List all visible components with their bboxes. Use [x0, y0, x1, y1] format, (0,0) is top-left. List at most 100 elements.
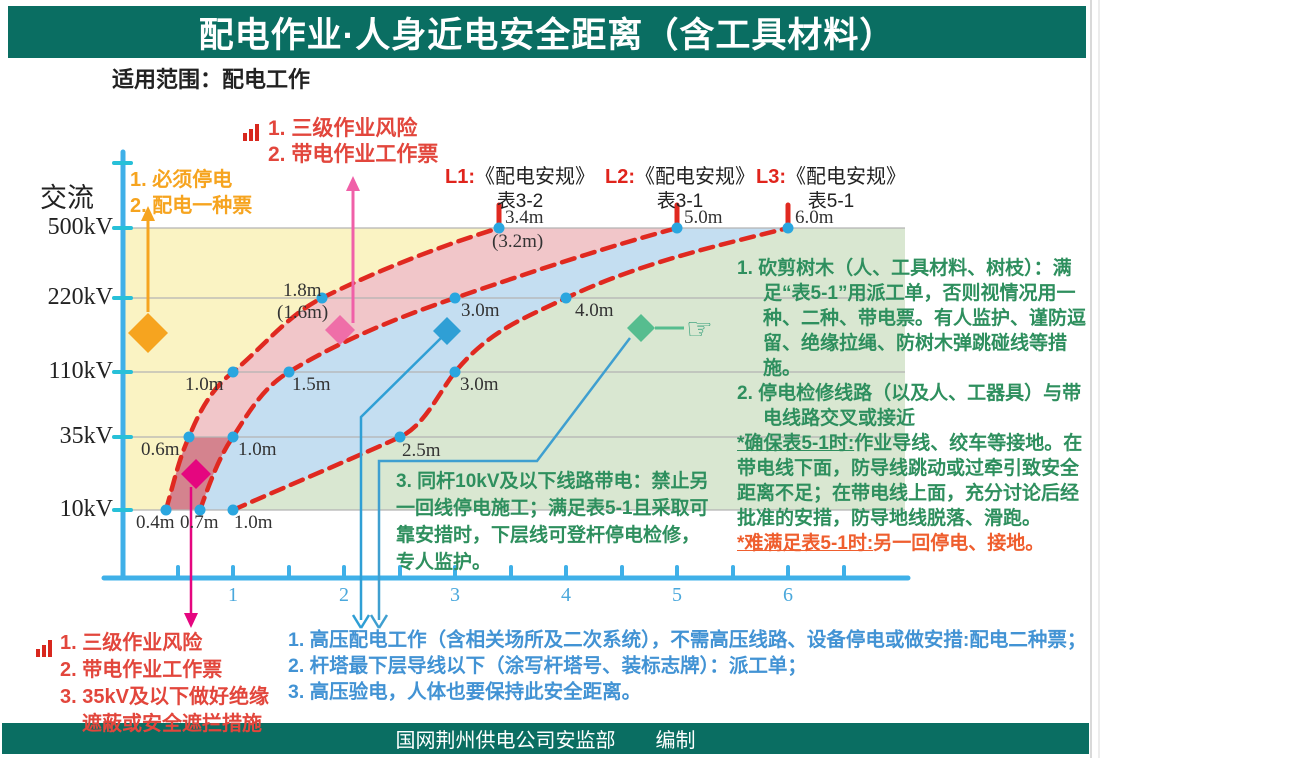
slide-edge-line — [1098, 0, 1100, 758]
pink-arrowhead — [346, 176, 360, 191]
value-label-L1-10kv: 0.4m — [136, 512, 175, 533]
pointing-hand-icon: ☞ — [686, 313, 713, 346]
note-live-work-risk-top: 1. 三级作业风险 2. 带电作业工作票 — [268, 116, 438, 168]
orange-arrowhead — [141, 206, 155, 221]
diamond-markers — [128, 313, 655, 489]
value-label-L1-500kv-paren: (3.2m) — [492, 231, 544, 252]
y-axis-unit-label: 交流 — [40, 183, 94, 213]
magenta-diamond-marker — [181, 459, 211, 489]
note-line: 1. 三级作业风险 — [268, 117, 418, 140]
green-ensure-text: 作业导线、绞车等接地。在带电线下面，防导线跳动或过牵引致安全距离不足；在带电线上… — [737, 433, 1083, 529]
pink-diamond-marker — [325, 315, 355, 345]
risk-bar-chart-icon — [36, 640, 52, 657]
legend-L1: L1:《配电安规》 表3-2 — [435, 166, 605, 213]
data-points — [160, 222, 794, 516]
y-tick-110kv: 110kV — [48, 358, 113, 384]
value-label-L1-220kv-paren: (1.6m) — [277, 302, 329, 323]
curve-L3 — [230, 225, 791, 513]
legend-L1-table: 表3-2 — [496, 191, 544, 212]
note-line: 3. 35kV及以下做好绝缘 — [60, 686, 269, 708]
zone-no-poweroff-work — [200, 228, 788, 510]
x-tick-5: 5 — [672, 584, 682, 606]
x-tick-3: 3 — [450, 584, 460, 606]
blue-diamond-marker — [433, 317, 461, 345]
value-label-L1-500kv: 3.4m — [505, 207, 544, 228]
note-line: 2. 带电作业工作票 — [268, 143, 439, 166]
green-hard-label: *难满足表5-1时: — [737, 533, 874, 554]
legend-L3-table: 表5-1 — [807, 191, 855, 212]
x-tick-6: 6 — [783, 584, 793, 606]
callout-same-pole-10kv: 3. 同杆10kV及以下线路带电：禁止另一回线停电施工；满足表5-1且采取可靠安… — [396, 471, 709, 573]
value-label-L3-10kv: 1.0m — [234, 512, 273, 533]
gridlines — [123, 227, 905, 511]
note-line: 1. 高压配电工作（含相关场所及二次系统），不需高压线路、设备停电或做安措:配电… — [288, 629, 1087, 651]
x-tick-1: 1 — [228, 584, 238, 606]
legend-L1-ref: 《配电安规》 — [475, 166, 595, 188]
legend-L3-ref: 《配电安规》 — [786, 166, 906, 188]
x-tick-4: 4 — [561, 584, 571, 606]
teal-diamond-marker — [627, 314, 655, 342]
footer-credit: 国网荆州供电公司安监部 编制 — [395, 730, 696, 752]
value-label-L3-500kv: 6.0m — [795, 207, 834, 228]
page-title: 配电作业·人身近电安全距离（含工具材料） — [198, 15, 896, 55]
scope-line: 适用范围：配电工作 — [112, 67, 311, 92]
x-axis-ticks — [176, 565, 846, 578]
note-line: 2. 杆塔最下层导线以下（涂写杆塔号、装标志牌）：派工单； — [288, 655, 807, 677]
note-line: 1. 必须停电 — [130, 169, 233, 191]
blue-connector — [359, 337, 442, 620]
callout-border-connector — [377, 337, 631, 620]
green-item-1: 1. 砍剪树木（人、工具材料、树枝）：满足“表5-1”用派工单，否则视情况用一种… — [737, 258, 1087, 379]
value-label-L1-35kv: 0.6m — [141, 439, 180, 460]
legend-pointer-ticks — [496, 202, 791, 227]
curve-L1 — [163, 225, 502, 513]
legend-L3-name: L3: — [756, 166, 786, 188]
y-tick-35kv: 35kV — [59, 423, 113, 449]
legend-L2-table: 表3-1 — [656, 191, 704, 212]
note-must-poweroff: 1. 必须停电 2. 配电一种票 — [130, 167, 252, 219]
green-hard: *难满足表5-1时:另一回停电、接地。 — [737, 531, 1089, 556]
value-label-L3-220kv: 4.0m — [575, 300, 614, 321]
magenta-arrowhead — [184, 613, 198, 628]
x-tick-2: 2 — [339, 584, 349, 606]
legend-L2-name: L2: — [605, 166, 635, 188]
risk-bar-chart-icon — [243, 124, 259, 141]
note-line: 遮蔽或安全遮拦措施 — [82, 713, 262, 735]
y-axis-ticks — [112, 161, 133, 512]
note-live-work-risk-bottom: 1. 三级作业风险 2. 带电作业工作票 3. 35kV及以下做好绝缘 遮蔽或安… — [60, 630, 269, 738]
legend-L3: L3:《配电安规》 表5-1 — [746, 166, 916, 213]
slide: ☞ 配电作业·人身近电安全距离（含工具材料） 适用范围：配电工作 国网荆州供电公… — [0, 0, 1092, 758]
orange-diamond-marker — [128, 313, 168, 353]
green-ensure-label: *确保表5-1时: — [737, 433, 855, 454]
legend-L2-ref: 《配电安规》 — [635, 166, 755, 188]
title-banner: 配电作业·人身近电安全距离（含工具材料） — [8, 6, 1086, 58]
legend-L1-name: L1: — [445, 166, 475, 188]
note-hv-distribution: 1. 高压配电工作（含相关场所及二次系统），不需高压线路、设备停电或做安措:配电… — [288, 627, 1098, 705]
zone-live-work — [166, 228, 677, 510]
green-hard-text: 另一回停电、接地。 — [873, 533, 1045, 554]
value-label-L2-10kv: 0.7m — [180, 512, 219, 533]
value-label-L3-110kv: 3.0m — [460, 374, 499, 395]
value-label-L1-110kv: 1.0m — [185, 374, 224, 395]
value-label-L2-220kv: 3.0m — [461, 300, 500, 321]
value-label-L3-35kv: 2.5m — [402, 440, 441, 461]
note-line: 3. 高压验电，人体也要保持此安全距离。 — [288, 681, 642, 703]
footer-banner: 国网荆州供电公司安监部 编制 — [2, 723, 1089, 754]
connectors — [141, 176, 684, 629]
safety-distance-chart: ☞ — [101, 149, 911, 629]
value-label-L2-110kv: 1.5m — [292, 374, 331, 395]
legend-L2: L2:《配电安规》 表3-1 — [595, 166, 765, 213]
value-label-L2-35kv: 1.0m — [238, 439, 277, 460]
value-label-L2-500kv: 5.0m — [684, 207, 723, 228]
value-label-L1-220kv: 1.8m — [283, 280, 322, 301]
note-line: 2. 带电作业工作票 — [60, 659, 223, 681]
y-tick-220kv: 220kV — [47, 284, 113, 310]
axes — [101, 149, 911, 581]
note-line: 2. 配电一种票 — [130, 195, 253, 217]
y-tick-10kv: 10kV — [59, 496, 113, 522]
green-ensure: *确保表5-1时:作业导线、绞车等接地。在带电线下面，防导线跳动或过牵引致安全距… — [737, 431, 1089, 531]
green-item-2: 2. 停电检修线路（以及人、工器具）与带电线路交叉或接近 — [737, 383, 1082, 429]
note-line: 1. 三级作业风险 — [60, 632, 203, 654]
y-tick-500kv: 500kV — [47, 214, 113, 240]
note-tree-trimming: 1. 砍剪树木（人、工具材料、树枝）：满足“表5-1”用派工单，否则视情况用一种… — [737, 256, 1089, 556]
